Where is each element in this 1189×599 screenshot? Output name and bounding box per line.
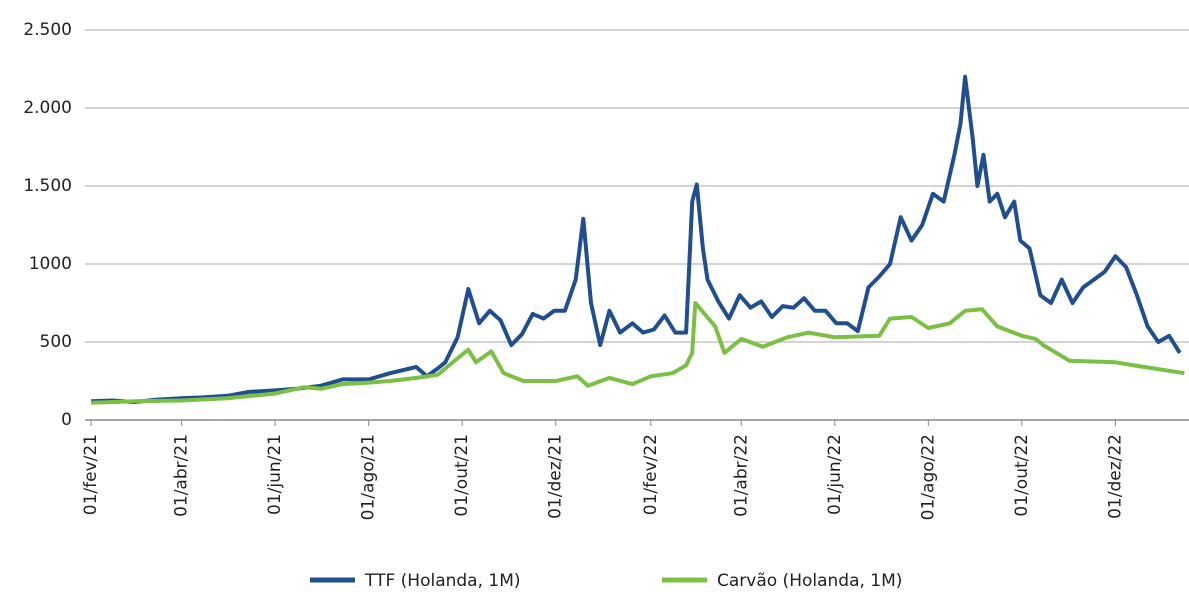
legend-label: TTF (Holanda, 1M) <box>364 571 521 591</box>
series-line <box>91 74 1182 405</box>
x-tick-label: 01/dez/21 <box>546 434 566 519</box>
x-tick-label: 01/abr/22 <box>731 434 751 517</box>
x-tick-label: 01/dez/22 <box>1105 434 1125 519</box>
x-tick-label: 01/jun/22 <box>825 434 845 515</box>
x-tick-label: 01/fev/22 <box>641 434 661 515</box>
y-tick-label: 2.500 <box>23 20 72 40</box>
x-tick-label: 01/ago/22 <box>918 434 938 520</box>
y-tick-label: 1000 <box>29 254 72 274</box>
y-tick-label: 2.000 <box>23 98 72 118</box>
x-tick-label: 01/out/22 <box>1012 434 1032 517</box>
x-tick-label: 01/fev/21 <box>81 434 101 515</box>
y-tick-label: 500 <box>40 332 72 352</box>
x-tick-label: 01/out/21 <box>452 434 472 517</box>
legend-label: Carvão (Holanda, 1M) <box>717 571 902 591</box>
y-tick-label: 0 <box>61 410 72 430</box>
x-tick-label: 01/abr/21 <box>172 434 192 517</box>
x-tick-label: 01/ago/21 <box>359 434 379 520</box>
y-tick-label: 1.500 <box>23 176 72 196</box>
series-line <box>91 301 1185 405</box>
x-tick-label: 01/jun/21 <box>265 434 285 515</box>
